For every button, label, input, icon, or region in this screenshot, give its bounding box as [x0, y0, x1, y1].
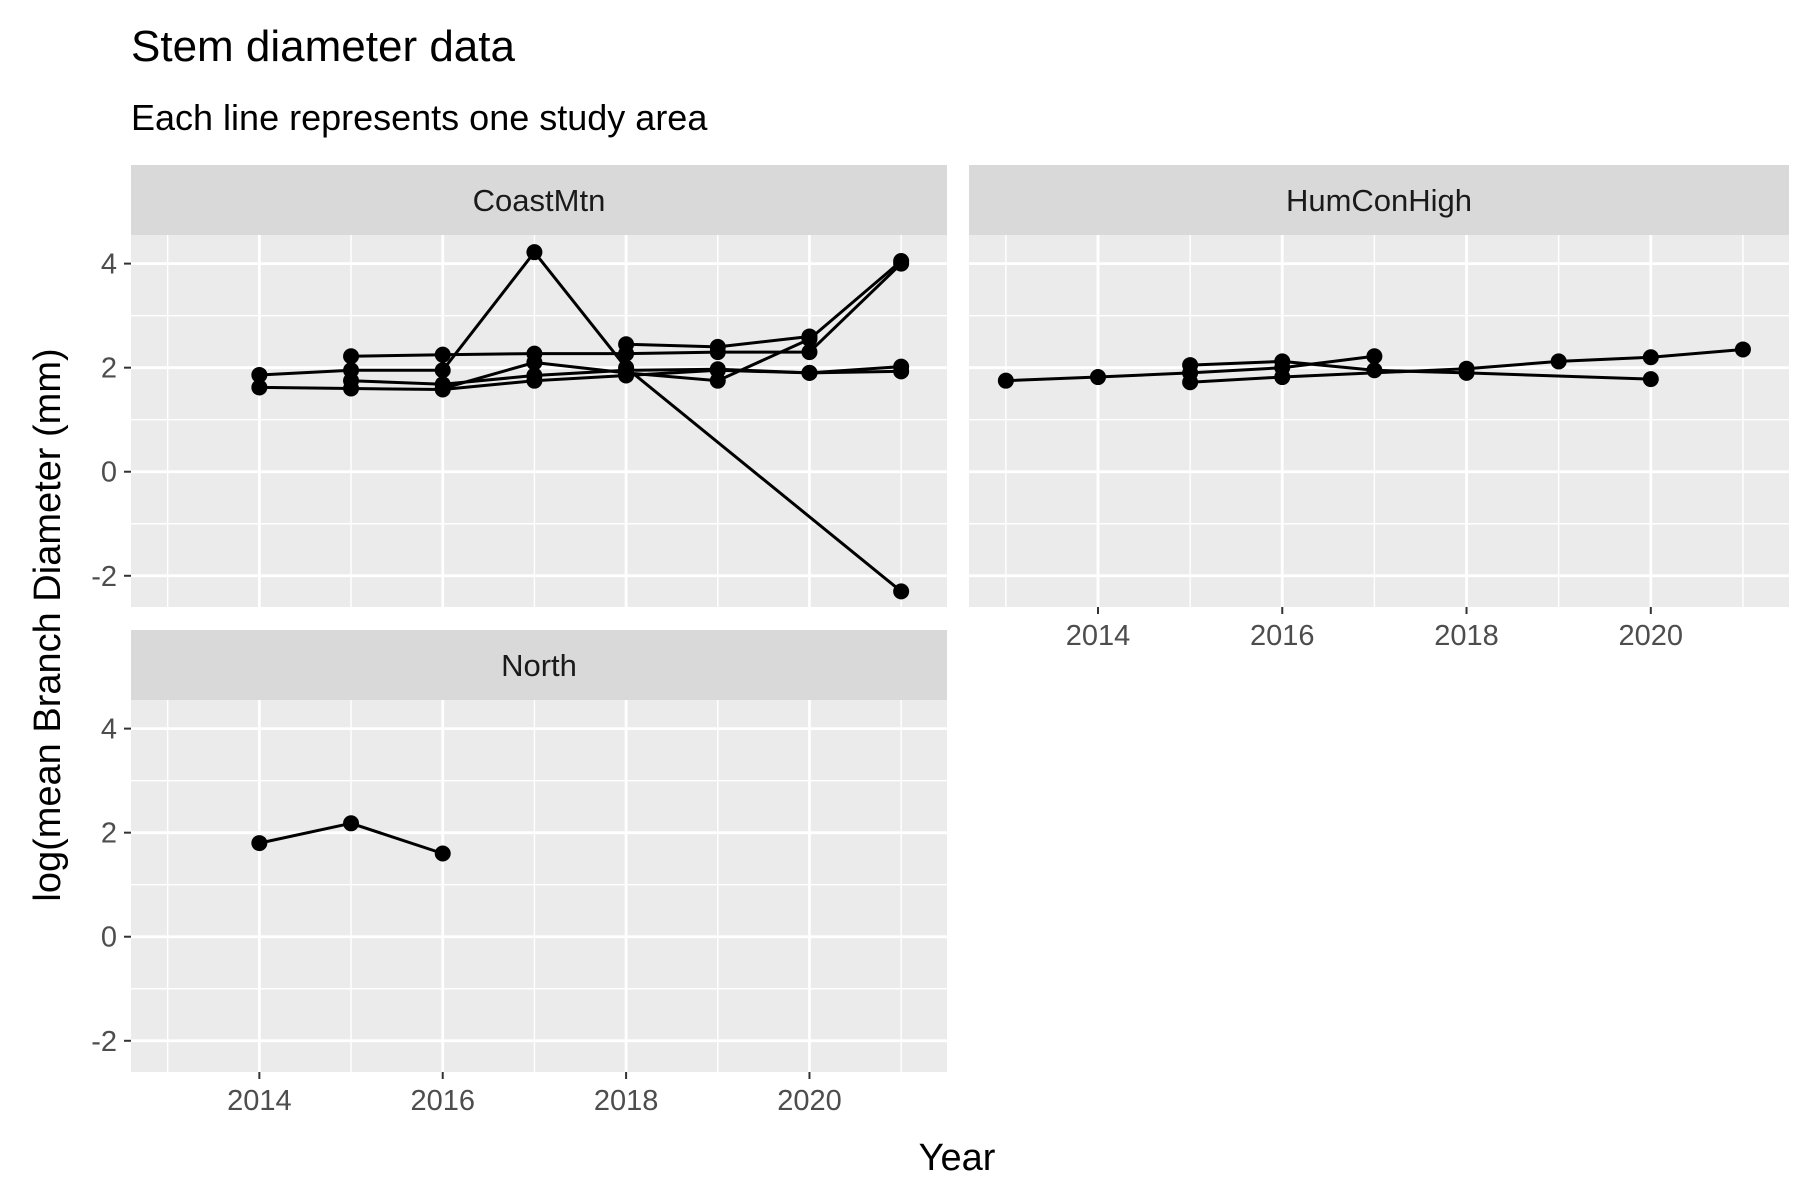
data-point-coastmtn-5: [618, 364, 635, 381]
data-point-coastmtn-2: [251, 366, 268, 383]
data-point-coastmtn-4: [343, 372, 360, 389]
x-tick-label: 2018: [1434, 620, 1499, 652]
data-point-north-1: [434, 845, 451, 862]
data-point-coastmtn-3: [801, 344, 818, 361]
y-tick-label: 4: [101, 249, 117, 281]
data-point-humconhigh-1: [1089, 369, 1106, 386]
data-point-coastmtn-1: [251, 379, 268, 396]
data-point-coastmtn-6: [618, 336, 635, 353]
data-point-coastmtn-4: [893, 358, 910, 375]
data-point-coastmtn-5: [434, 380, 451, 397]
plot-background-north: [131, 700, 947, 1072]
plot-background-coastmtn: [131, 235, 947, 607]
data-point-coastmtn-3: [434, 346, 451, 363]
series-line-coastmtn-5: [442, 259, 903, 390]
y-tick-label: -2: [91, 561, 117, 593]
x-tick-label: 2020: [777, 1085, 842, 1117]
y-tick-label: 0: [101, 922, 117, 954]
x-axis-title: Year: [919, 1137, 996, 1179]
y-axis-title: log(mean Branch Diameter (mm): [27, 348, 69, 901]
data-point-coastmtn-5: [526, 354, 543, 371]
panel-north: North -2 0 2 4 2014 2016 2018 2020: [91, 630, 947, 1117]
x-tick-label: 2018: [594, 1085, 659, 1117]
data-point-coastmtn-6: [709, 338, 726, 355]
data-point-humconhigh-2: [1182, 357, 1199, 374]
data-point-humconhigh-2: [1366, 362, 1383, 379]
chart-subtitle: Each line represents one study area: [131, 97, 708, 138]
strip-label-coastmtn: CoastMtn: [473, 183, 606, 218]
strip-label-humconhigh: HumConHigh: [1286, 183, 1472, 218]
y-tick-label: 0: [101, 457, 117, 489]
data-point-coastmtn-2: [893, 583, 910, 600]
series-line-coastmtn-2: [259, 250, 903, 593]
data-point-humconhigh-2: [1642, 371, 1659, 388]
y-tick-label: 2: [101, 818, 117, 850]
y-tick-label: 2: [101, 353, 117, 385]
x-tick-label: 2016: [1250, 620, 1315, 652]
y-tick-label: 4: [101, 714, 117, 746]
data-point-coastmtn-5: [709, 372, 726, 389]
x-tick-label: 2020: [1619, 620, 1684, 652]
data-point-coastmtn-2: [526, 244, 543, 261]
data-point-humconhigh-3: [1550, 353, 1567, 370]
data-point-humconhigh-3: [1642, 349, 1659, 366]
data-point-coastmtn-4: [801, 364, 818, 381]
data-point-coastmtn-6: [801, 328, 818, 345]
data-point-humconhigh-1: [1366, 348, 1383, 365]
strip-label-north: North: [501, 648, 577, 683]
series-line-humconhigh-3: [1190, 348, 1744, 384]
data-point-coastmtn-5: [893, 253, 910, 270]
data-point-north-1: [343, 815, 360, 832]
data-point-coastmtn-4: [709, 361, 726, 378]
x-tick-label: 2014: [1066, 620, 1131, 652]
data-point-humconhigh-3: [1274, 369, 1291, 386]
data-point-coastmtn-2: [434, 362, 451, 379]
panel-coastmtn: CoastMtn -2 0 2 4: [91, 165, 947, 607]
data-point-humconhigh-1: [997, 372, 1014, 389]
x-tick-label: 2014: [227, 1085, 292, 1117]
plot-background-humconhigh: [969, 235, 1789, 607]
data-point-coastmtn-3: [343, 348, 360, 365]
data-point-humconhigh-2: [1274, 353, 1291, 370]
x-tick-label: 2016: [410, 1085, 475, 1117]
data-point-humconhigh-3: [1182, 374, 1199, 391]
panel-humconhigh: HumConHigh 2014 2016 2018 2020: [969, 165, 1789, 652]
strip-humconhigh: [969, 165, 1789, 235]
strip-coastmtn: [131, 165, 947, 235]
chart-title: Stem diameter data: [131, 22, 515, 71]
data-point-humconhigh-3: [1734, 341, 1751, 358]
data-point-humconhigh-3: [1458, 360, 1475, 377]
y-tick-label: -2: [91, 1026, 117, 1058]
data-point-coastmtn-4: [526, 367, 543, 384]
strip-north: [131, 630, 947, 700]
data-point-north-1: [251, 835, 268, 852]
